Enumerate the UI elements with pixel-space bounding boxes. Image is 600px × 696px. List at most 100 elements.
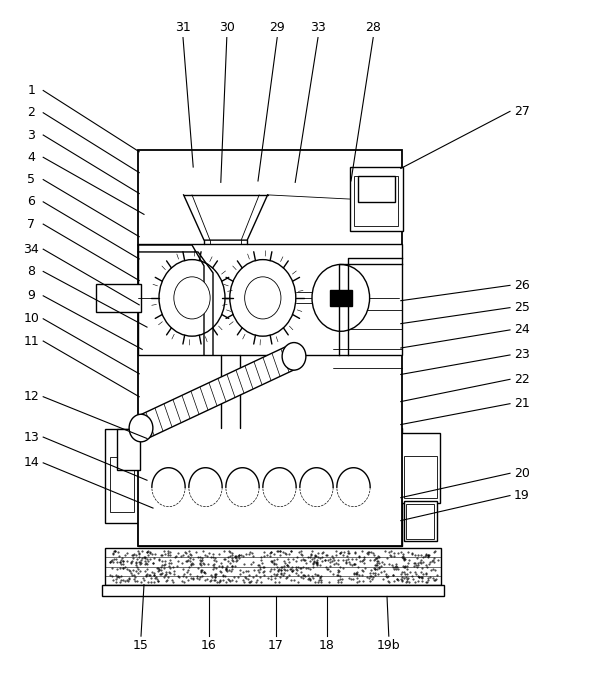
Point <box>241 548 251 560</box>
Point <box>131 557 140 569</box>
Point <box>312 569 322 580</box>
Point <box>309 552 319 563</box>
Point <box>386 550 395 561</box>
Point <box>140 551 149 562</box>
Point <box>423 572 433 583</box>
Point <box>422 561 431 572</box>
Text: 27: 27 <box>514 105 530 118</box>
Point <box>136 557 146 569</box>
Point <box>109 554 119 565</box>
Point <box>383 576 393 587</box>
Point <box>343 551 352 562</box>
Point <box>279 555 289 567</box>
Point <box>210 553 220 564</box>
Point <box>429 546 439 557</box>
Point <box>292 556 301 567</box>
Point <box>140 558 149 569</box>
Point <box>260 551 269 562</box>
Point <box>370 564 379 575</box>
Point <box>124 576 133 587</box>
Point <box>239 558 249 569</box>
Point <box>389 551 398 562</box>
Point <box>179 549 188 560</box>
Point <box>116 559 126 570</box>
Point <box>184 562 193 573</box>
Point <box>422 548 431 560</box>
Point <box>266 555 276 567</box>
Point <box>136 558 145 569</box>
Point <box>284 561 293 572</box>
Point <box>352 568 362 579</box>
Point <box>233 554 242 565</box>
Point <box>350 547 360 558</box>
Polygon shape <box>137 345 298 440</box>
Point <box>289 554 298 565</box>
Point <box>315 553 325 564</box>
Point <box>272 569 281 580</box>
Text: 19b: 19b <box>377 640 401 652</box>
Point <box>428 573 438 584</box>
Point <box>269 558 278 569</box>
Point <box>183 564 193 576</box>
Point <box>421 549 431 560</box>
Point <box>433 554 443 565</box>
Point <box>155 569 164 580</box>
Point <box>148 548 157 560</box>
Point <box>248 551 257 562</box>
Point <box>364 572 373 583</box>
Point <box>304 551 313 562</box>
Point <box>284 557 294 568</box>
Point <box>295 562 305 574</box>
Text: 13: 13 <box>23 431 39 443</box>
Point <box>230 560 240 571</box>
Point <box>113 547 123 558</box>
Point <box>382 552 392 563</box>
Point <box>362 571 371 583</box>
Point <box>333 558 343 569</box>
Point <box>208 560 218 571</box>
Point <box>112 576 121 587</box>
Text: 23: 23 <box>514 349 530 361</box>
Point <box>417 572 427 583</box>
Point <box>349 559 359 570</box>
Point <box>418 552 428 563</box>
Point <box>198 545 208 556</box>
Point <box>293 576 303 587</box>
Point <box>167 557 176 569</box>
Point <box>156 561 166 572</box>
Point <box>157 555 167 567</box>
Point <box>215 560 224 571</box>
Point <box>186 558 196 569</box>
Point <box>118 559 128 570</box>
Point <box>149 569 158 580</box>
Point <box>168 562 178 573</box>
Point <box>221 564 231 575</box>
Point <box>224 574 234 585</box>
Point <box>325 560 335 571</box>
Point <box>276 564 286 575</box>
Point <box>232 555 241 567</box>
Point <box>161 567 171 578</box>
Point <box>109 548 118 560</box>
Point <box>399 555 409 566</box>
Point <box>253 559 263 570</box>
Point <box>209 574 219 585</box>
Point <box>200 568 209 579</box>
Point <box>235 553 244 564</box>
Point <box>157 567 167 578</box>
Bar <box>110 457 134 512</box>
Point <box>240 571 250 583</box>
Point <box>377 556 387 567</box>
Bar <box>105 429 140 523</box>
Point <box>314 569 323 580</box>
Point <box>379 566 388 577</box>
Point <box>254 560 263 571</box>
Point <box>392 573 402 584</box>
Point <box>337 574 346 585</box>
Point <box>127 557 136 569</box>
Point <box>424 558 433 569</box>
Point <box>153 575 163 586</box>
Point <box>137 553 147 564</box>
Point <box>228 555 238 567</box>
Point <box>203 558 213 569</box>
